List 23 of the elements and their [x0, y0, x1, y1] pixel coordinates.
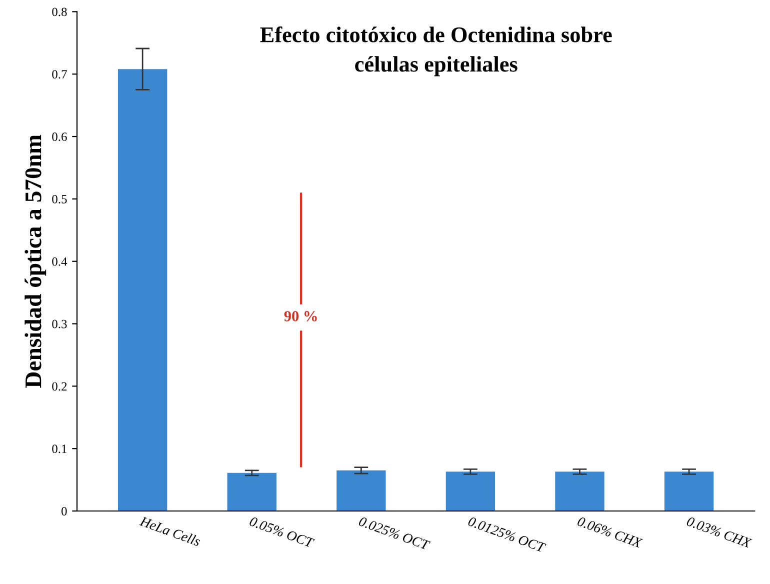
y-tick-label: 0: [62, 507, 67, 516]
bar: [555, 472, 604, 511]
y-tick-label: 0.7: [52, 70, 67, 79]
y-tick-label: 0.8: [52, 8, 67, 16]
text: Efecto citotóxico de Octenidina sobre células epiteliales: [260, 26, 612, 76]
y-tick-label: 0.4: [52, 257, 68, 266]
bar: [118, 69, 168, 511]
x-tick-label: HeLa Cells: [139, 516, 202, 546]
bar: [446, 472, 496, 511]
bar: [336, 470, 386, 511]
y-tick-label: 0.3: [52, 320, 67, 328]
bar: [664, 472, 714, 511]
x-tick-label: 0.025% OCT: [358, 516, 431, 550]
y-tick-label: 0.6: [52, 132, 67, 142]
x-tick-label: 0.03% CHX: [686, 516, 752, 548]
annotation: 90 %: [284, 311, 317, 322]
y-tick-label: 0.1: [52, 444, 67, 454]
y-tick-label: 0.5: [52, 194, 67, 204]
y-axis-title: Densidad óptica a 570nm: [24, 134, 46, 388]
x-tick-label: 0.06% CHX: [576, 516, 644, 548]
x-tick-label: 0.05% OCT: [249, 516, 315, 548]
y-tick-label: 0.2: [52, 382, 67, 391]
bar: [227, 472, 276, 511]
